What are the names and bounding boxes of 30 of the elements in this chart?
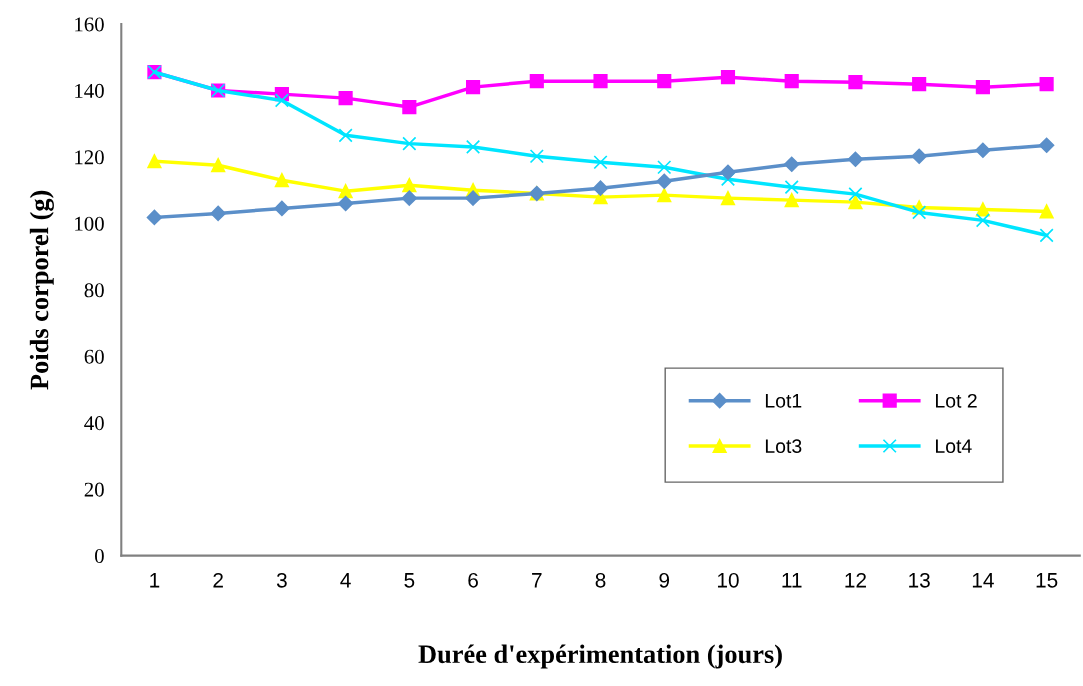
y-tick-label: 20 bbox=[84, 482, 104, 497]
x-tick-label: 1 bbox=[150, 573, 160, 588]
x-tick-label: 5 bbox=[404, 573, 415, 588]
x-axis-title: Durée d'expérimentation (jours) bbox=[418, 644, 782, 669]
x-tick-label: 7 bbox=[532, 573, 542, 588]
y-tick-label: 100 bbox=[75, 216, 104, 231]
legend-label: Lot3 bbox=[765, 439, 802, 454]
x-tick-label: 14 bbox=[972, 573, 994, 588]
x-tick-label: 8 bbox=[595, 572, 606, 588]
y-tick-label: 120 bbox=[75, 150, 104, 165]
legend-label: Lot4 bbox=[936, 439, 972, 454]
x-tick-label: 10 bbox=[717, 572, 739, 588]
x-tick-label: 3 bbox=[276, 572, 287, 588]
legend-label: Lot1 bbox=[765, 394, 802, 408]
x-tick-label: 13 bbox=[909, 572, 930, 588]
y-tick-label: 140 bbox=[75, 83, 104, 98]
y-tick-label: 160 bbox=[75, 17, 104, 32]
x-tick-label: 9 bbox=[659, 572, 670, 588]
x-tick-label: 15 bbox=[1036, 573, 1058, 588]
legend-label: Lot 2 bbox=[936, 393, 977, 408]
x-tick-label: 12 bbox=[845, 572, 866, 588]
y-tick-label: 80 bbox=[84, 283, 104, 298]
y-tick-label: 0 bbox=[95, 549, 104, 564]
x-tick-label: 6 bbox=[468, 572, 478, 588]
x-tick-label: 11 bbox=[782, 573, 802, 588]
y-axis-title: Poids corporel (g) bbox=[29, 190, 54, 390]
x-tick-label: 4 bbox=[340, 573, 351, 588]
y-tick-label: 60 bbox=[84, 349, 104, 364]
y-tick-label: 40 bbox=[84, 416, 104, 431]
x-tick-label: 2 bbox=[213, 572, 223, 588]
